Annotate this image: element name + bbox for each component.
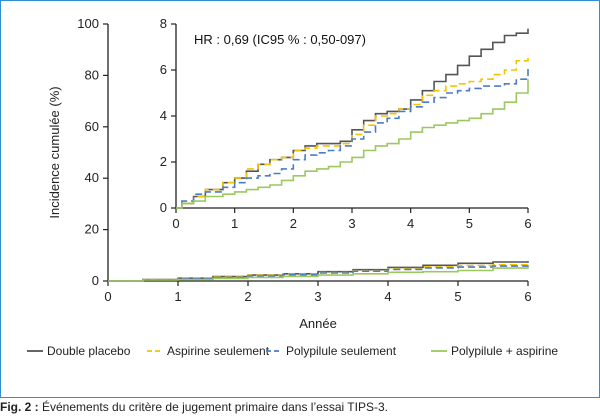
inset-x-tick-label: 6 bbox=[524, 216, 531, 231]
inset-series-line bbox=[176, 79, 529, 209]
legend-label: Polypilule + aspirine bbox=[451, 344, 558, 358]
figure-frame: 0 20 40 60 80 100 0 1 2 3 4 5 6 Année Incidence cumulé… bbox=[0, 0, 600, 398]
legend-label: Aspirine seulement bbox=[167, 344, 270, 358]
main-y-tick-label: 20 bbox=[85, 222, 99, 237]
main-y-tick-label: 60 bbox=[85, 119, 99, 134]
inset-y-tick-label: 6 bbox=[160, 62, 167, 77]
main-y-tick-label: 40 bbox=[85, 170, 99, 185]
main-x-tick-label: 0 bbox=[104, 289, 111, 304]
legend-label: Double placebo bbox=[47, 344, 131, 358]
main-series-line bbox=[108, 266, 529, 282]
inset-background bbox=[140, 12, 546, 238]
inset-x-tick-label: 2 bbox=[290, 216, 297, 231]
legend-label: Polypilule seulement bbox=[286, 344, 397, 358]
inset-series-line bbox=[176, 67, 529, 209]
inset-x-tick-label: 5 bbox=[466, 216, 473, 231]
main-x-tick-label: 3 bbox=[314, 289, 321, 304]
inset-x-tick-label: 0 bbox=[172, 216, 179, 231]
main-x-axis-label: Année bbox=[299, 316, 337, 331]
main-series bbox=[108, 261, 529, 282]
main-x-tick-label: 6 bbox=[524, 289, 531, 304]
main-x-tick-label: 4 bbox=[384, 289, 391, 304]
inset-x-tick-label: 4 bbox=[407, 216, 414, 231]
inset-y-tick-label: 8 bbox=[160, 16, 167, 31]
main-y-axis-label: Incidence cumulée (%) bbox=[47, 86, 62, 218]
main-x-tick-label: 1 bbox=[174, 289, 181, 304]
main-x-tick-label: 2 bbox=[244, 289, 251, 304]
inset-x-tick-label: 3 bbox=[348, 216, 355, 231]
legend: Double placebo Aspirine seulement Polypilu… bbox=[27, 344, 558, 358]
inset-series bbox=[176, 28, 529, 209]
main-y-tick-label: 80 bbox=[85, 67, 99, 82]
figure-caption-text: Événements du critère de jugement primai… bbox=[38, 400, 388, 414]
inset-x-tick-label: 1 bbox=[231, 216, 238, 231]
main-y-tick-label: 0 bbox=[92, 273, 99, 288]
hazard-ratio-annotation: HR : 0,69 (IC95 % : 0,50-097) bbox=[194, 32, 366, 47]
inset-axes: 0 2 4 6 8 0 1 2 3 4 5 6 bbox=[140, 12, 546, 238]
figure-caption: Fig. 2 : Événements du critère de jugeme… bbox=[0, 400, 388, 414]
main-y-tick-label: 100 bbox=[77, 16, 99, 31]
inset-y-tick-label: 4 bbox=[160, 108, 167, 123]
figure-caption-label: Fig. 2 : bbox=[0, 400, 39, 414]
inset-y-tick-label: 2 bbox=[160, 154, 167, 169]
main-x-tick-label: 5 bbox=[454, 289, 461, 304]
inset-y-tick-label: 0 bbox=[160, 200, 167, 215]
inset-series-line bbox=[176, 53, 529, 209]
